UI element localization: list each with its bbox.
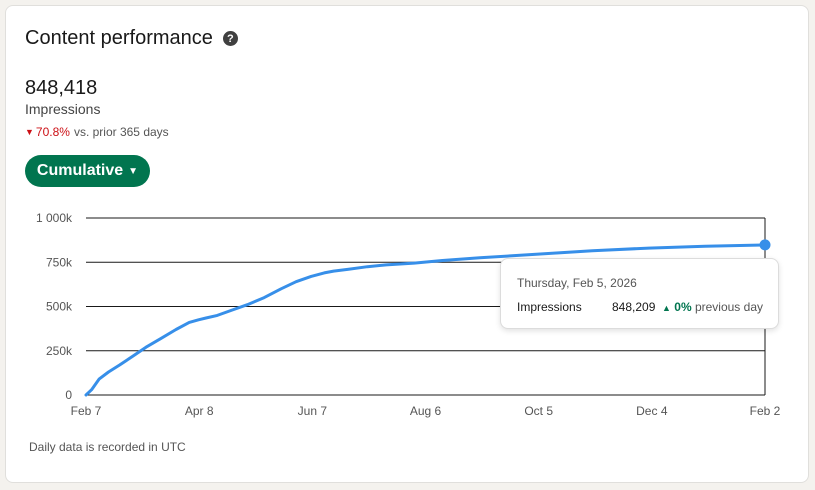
tooltip-label: Impressions bbox=[517, 300, 582, 314]
tooltip-date: Thursday, Feb 5, 2026 bbox=[517, 276, 637, 290]
x-tick-label: Oct 5 bbox=[524, 404, 553, 418]
tooltip-value: 848,209 bbox=[612, 300, 656, 314]
triangle-up-icon: ▲ bbox=[662, 303, 671, 313]
cumulative-dropdown-button[interactable]: Cumulative ▼ bbox=[25, 155, 150, 187]
utc-note: Daily data is recorded in UTC bbox=[29, 440, 186, 454]
tooltip-change-percent: 0% bbox=[674, 300, 692, 314]
x-tick-label: Feb 2 bbox=[750, 404, 781, 418]
hover-data-point[interactable] bbox=[759, 239, 771, 251]
y-tick-label: 250k bbox=[46, 344, 73, 358]
x-axis-ticks: Feb 7 Apr 8 Jun 7 Aug 6 Oct 5 Dec 4 Feb 2 bbox=[71, 404, 781, 418]
change-row: ▼ 70.8% vs. prior 365 days bbox=[25, 125, 169, 139]
y-tick-label: 1 000k bbox=[36, 211, 73, 225]
impressions-label: Impressions bbox=[25, 101, 101, 117]
chart-tooltip: Thursday, Feb 5, 2026 Impressions 848,20… bbox=[500, 258, 779, 329]
change-percent: 70.8% bbox=[35, 125, 70, 139]
triangle-down-icon: ▼ bbox=[25, 127, 34, 137]
x-tick-label: Apr 8 bbox=[185, 404, 214, 418]
change-suffix: vs. prior 365 days bbox=[73, 125, 169, 139]
y-tick-label: 750k bbox=[46, 255, 73, 269]
dropdown-label: Cumulative bbox=[36, 162, 124, 179]
y-tick-label: 500k bbox=[46, 300, 73, 314]
caret-down-icon: ▼ bbox=[128, 165, 139, 177]
tooltip-change: ▲ 0% previous day bbox=[662, 300, 763, 314]
impressions-series-line[interactable] bbox=[84, 243, 767, 397]
title-row: Content performance ? bbox=[25, 27, 238, 50]
y-axis-ticks: 0 250k 500k 750k 1 000k bbox=[36, 211, 73, 402]
y-tick-label: 0 bbox=[65, 388, 72, 402]
question-circle-icon[interactable]: ? bbox=[222, 31, 238, 46]
x-tick-label: Aug 6 bbox=[410, 404, 442, 418]
x-tick-label: Dec 4 bbox=[636, 404, 668, 418]
x-tick-label: Jun 7 bbox=[298, 404, 328, 418]
card-title: Content performance bbox=[25, 27, 213, 49]
tooltip-change-suffix: previous day bbox=[694, 300, 763, 314]
impressions-total: 848,418 bbox=[25, 77, 98, 99]
content-performance-card bbox=[5, 5, 809, 483]
x-tick-label: Feb 7 bbox=[71, 404, 102, 418]
